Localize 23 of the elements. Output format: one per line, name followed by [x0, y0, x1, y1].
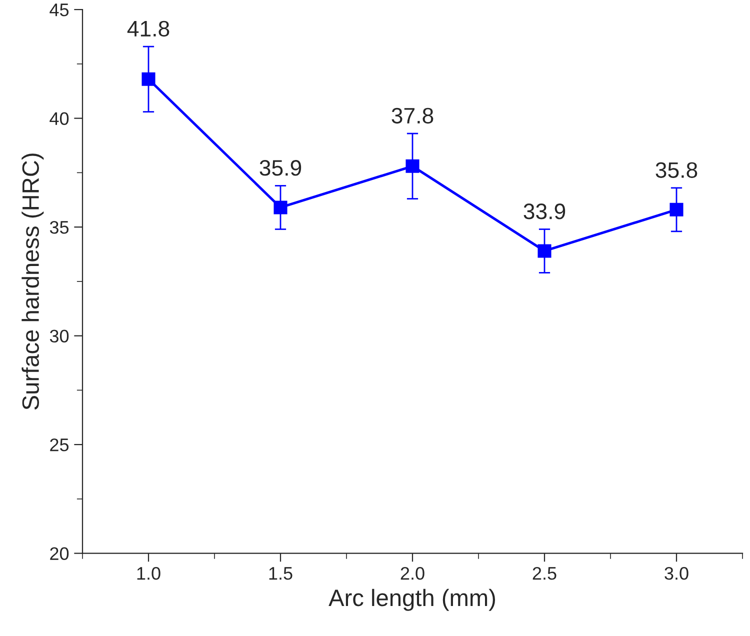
data-label: 35.8 — [656, 162, 698, 178]
y-tick-label: 20 — [50, 547, 69, 560]
data-label: 35.9 — [260, 160, 302, 176]
point — [670, 202, 684, 216]
x-tick-label: 1.5 — [269, 567, 292, 580]
y-axis-title: Surface hardness (HRC) — [22, 154, 44, 410]
x-tick-label: 2.5 — [532, 566, 556, 580]
y-tick-label: 25 — [50, 438, 69, 452]
point — [274, 200, 288, 214]
y-tick-label: 40 — [50, 112, 69, 126]
point — [142, 72, 156, 86]
data-label: 37.8 — [392, 108, 434, 124]
y-tick-label: 30 — [50, 330, 69, 343]
point — [406, 159, 420, 173]
data-label: 33.9 — [524, 204, 566, 220]
x-tick-label: 3.0 — [664, 566, 688, 580]
y-tick-label: 45 — [50, 4, 69, 16]
x-tick-label: 2.0 — [400, 566, 424, 580]
y-tick-label: 35 — [50, 220, 69, 234]
point — [538, 244, 552, 258]
data-label: 41.8 — [127, 20, 170, 37]
x-tick-label: 1.0 — [137, 566, 160, 580]
x-axis-title: Arc length (mm) — [328, 588, 496, 611]
